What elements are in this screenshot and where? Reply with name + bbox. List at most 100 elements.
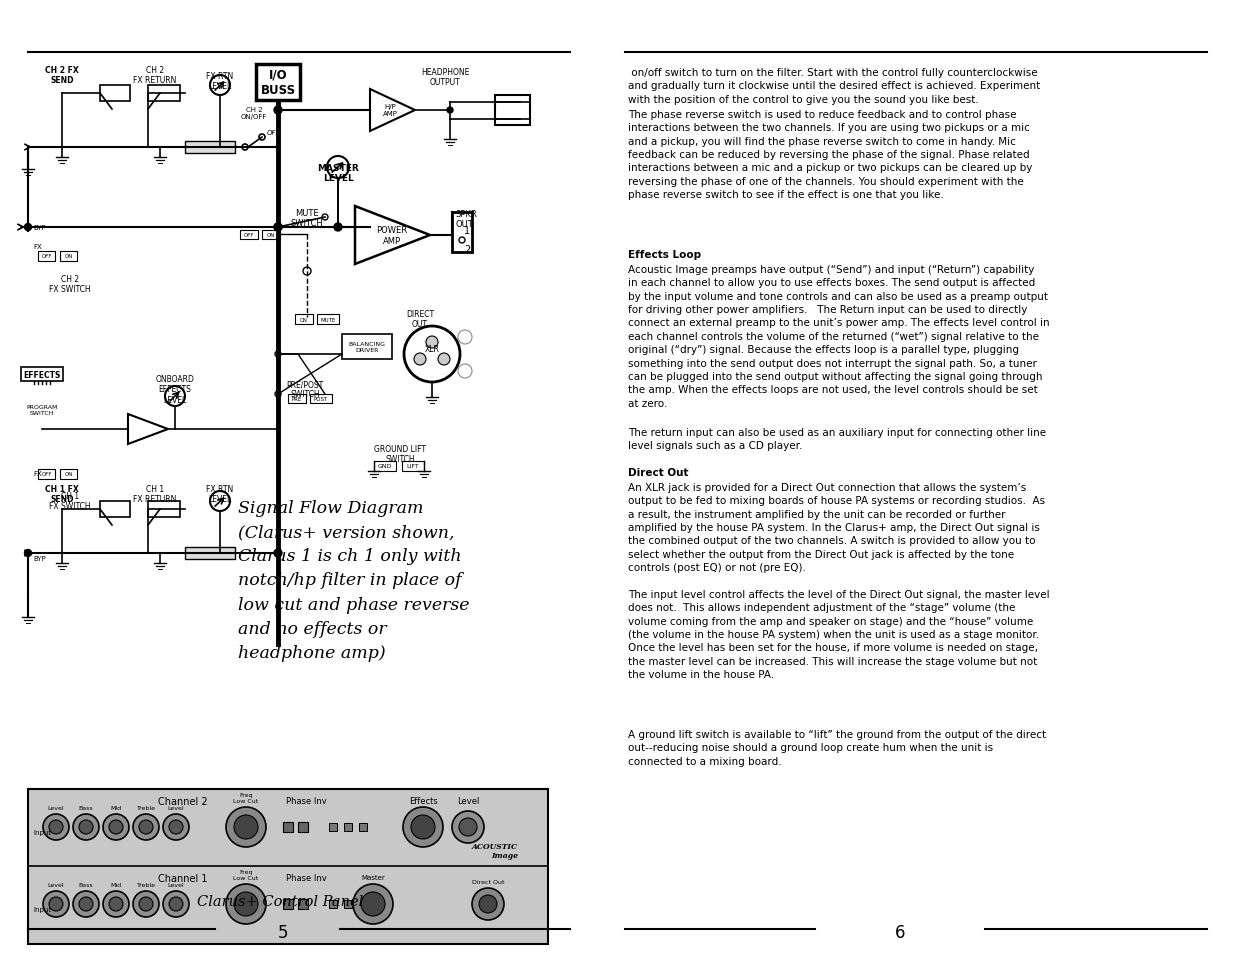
Text: ON: ON (267, 233, 275, 237)
Text: Input: Input (33, 906, 51, 912)
Circle shape (109, 821, 124, 834)
Text: CH 1 FX
SEND: CH 1 FX SEND (46, 484, 79, 504)
Bar (283, 822, 293, 832)
Circle shape (163, 814, 189, 841)
Bar (403, 461, 424, 472)
Text: Phase Inv: Phase Inv (285, 796, 326, 805)
Text: FX RTN
LEVEL: FX RTN LEVEL (206, 484, 233, 504)
Text: Direct Out: Direct Out (629, 468, 688, 477)
Circle shape (25, 224, 32, 232)
Text: The return input can also be used as an auxiliary input for connecting other lin: The return input can also be used as an … (629, 428, 1046, 451)
Text: H/P
AMP: H/P AMP (383, 105, 398, 117)
Circle shape (274, 550, 282, 558)
Text: Freq
Low Cut: Freq Low Cut (233, 869, 258, 880)
Text: ACOUSTIC
Image: ACOUSTIC Image (472, 842, 517, 860)
Circle shape (426, 336, 438, 349)
Text: Phase Inv: Phase Inv (285, 873, 326, 882)
Text: GND: GND (378, 464, 393, 469)
Text: A ground lift switch is available to “lift” the ground from the output of the di: A ground lift switch is available to “li… (629, 729, 1046, 766)
Bar (288, 395, 306, 403)
Bar (262, 231, 280, 240)
Text: Effects: Effects (409, 796, 437, 805)
Circle shape (479, 895, 496, 913)
Bar (345, 823, 352, 831)
Text: Master: Master (361, 874, 385, 880)
Text: Treble: Treble (137, 805, 156, 810)
Circle shape (49, 897, 63, 911)
Circle shape (274, 107, 282, 115)
Circle shape (73, 891, 99, 917)
Text: CH 2
FX RETURN: CH 2 FX RETURN (133, 66, 177, 86)
Circle shape (361, 892, 385, 916)
Bar (100, 501, 130, 517)
Circle shape (25, 550, 32, 557)
Bar (329, 823, 337, 831)
Circle shape (103, 814, 128, 841)
Circle shape (133, 891, 159, 917)
Circle shape (411, 815, 435, 840)
Circle shape (103, 891, 128, 917)
Text: 6: 6 (894, 923, 905, 941)
Text: Input: Input (33, 829, 51, 835)
Text: Treble: Treble (137, 882, 156, 887)
Text: PRE/POST
SWITCH: PRE/POST SWITCH (287, 379, 324, 399)
Text: ON: ON (64, 254, 73, 259)
Text: MUTE: MUTE (320, 317, 336, 322)
Text: EFFECTS: EFFECTS (23, 370, 61, 379)
Text: Mid: Mid (110, 805, 121, 810)
Bar (452, 213, 472, 253)
Text: CH 1
FX SWITCH: CH 1 FX SWITCH (49, 492, 91, 511)
Text: MASTER
LEVEL: MASTER LEVEL (317, 164, 359, 183)
Circle shape (163, 891, 189, 917)
Circle shape (452, 811, 484, 843)
Bar (298, 822, 308, 832)
Circle shape (403, 807, 443, 847)
Text: An XLR jack is provided for a Direct Out connection that allows the system’s
out: An XLR jack is provided for a Direct Out… (629, 482, 1045, 573)
Bar (185, 547, 235, 559)
Bar (359, 900, 367, 908)
Text: on/off switch to turn on the filter. Start with the control fully counterclockwi: on/off switch to turn on the filter. Sta… (629, 68, 1040, 105)
Circle shape (226, 884, 266, 924)
Text: Clarus+ Control Panel: Clarus+ Control Panel (196, 894, 363, 908)
Bar (298, 899, 308, 909)
Circle shape (447, 108, 453, 113)
Text: OFF: OFF (41, 472, 52, 477)
Text: 2: 2 (464, 245, 471, 254)
Text: BYP: BYP (33, 225, 46, 231)
Circle shape (459, 818, 477, 836)
Text: OFF: OFF (267, 130, 280, 136)
Text: 5: 5 (278, 923, 288, 941)
Circle shape (226, 807, 266, 847)
Text: POST: POST (314, 396, 329, 401)
Text: POWER
AMP: POWER AMP (377, 226, 408, 246)
Bar (329, 900, 337, 908)
Text: BYP: BYP (33, 556, 46, 561)
Circle shape (43, 891, 69, 917)
Text: 1: 1 (464, 226, 471, 235)
Text: PROGRAM
SWITCH: PROGRAM SWITCH (26, 405, 58, 416)
Text: OFF: OFF (243, 233, 254, 237)
Bar (295, 314, 312, 325)
Bar (148, 86, 180, 102)
Circle shape (233, 815, 258, 840)
Text: Mid: Mid (110, 882, 121, 887)
Bar (28, 789, 548, 944)
Text: Level: Level (48, 805, 64, 810)
Text: Level: Level (168, 882, 184, 887)
Text: ON: ON (64, 472, 73, 477)
Bar (148, 501, 180, 517)
Circle shape (79, 897, 93, 911)
Circle shape (169, 897, 183, 911)
Text: HEADPHONE
OUTPUT: HEADPHONE OUTPUT (421, 68, 469, 88)
Text: Direct Out: Direct Out (472, 879, 504, 884)
Text: DIRECT
OUT: DIRECT OUT (406, 310, 433, 329)
Text: CH 1
FX RETURN: CH 1 FX RETURN (133, 484, 177, 504)
Bar (61, 470, 77, 479)
Text: Effects Loop: Effects Loop (629, 250, 701, 260)
Circle shape (438, 354, 450, 366)
Circle shape (79, 821, 93, 834)
Bar (374, 461, 396, 472)
Text: GROUND LIFT
SWITCH: GROUND LIFT SWITCH (374, 444, 426, 464)
Text: Level: Level (457, 796, 479, 805)
Text: Level: Level (48, 882, 64, 887)
